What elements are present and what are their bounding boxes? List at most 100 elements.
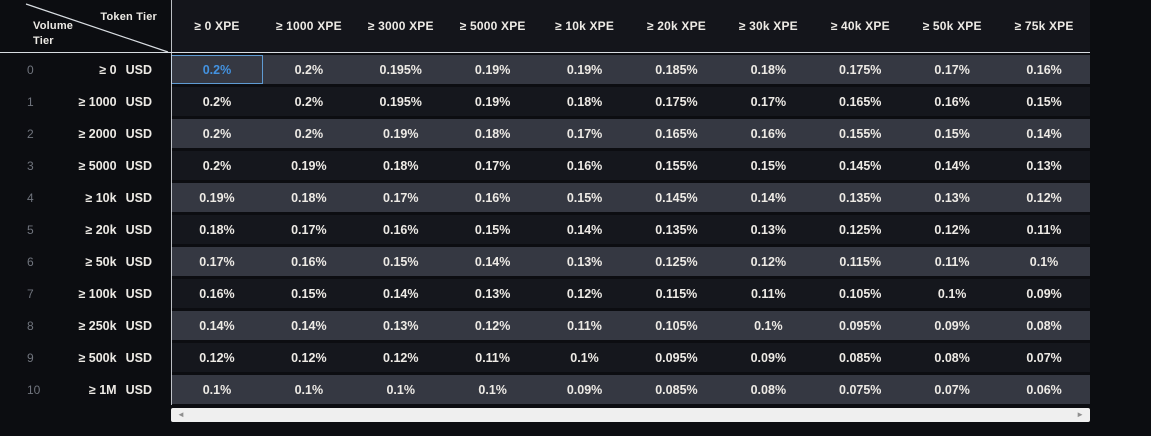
fee-cell: 0.085%: [814, 343, 907, 372]
fee-cell: 0.17%: [354, 183, 447, 212]
horizontal-scrollbar[interactable]: ◄ ►: [171, 408, 1090, 422]
fee-cell: 0.12%: [722, 247, 815, 276]
row-cells: 0.14% 0.14% 0.13% 0.12% 0.11% 0.105% 0.1% 0.095…: [171, 311, 1090, 340]
fee-cell: 0.105%: [630, 311, 723, 340]
fee-cell: 0.12%: [262, 343, 355, 372]
fee-cell: 0.165%: [630, 119, 723, 148]
volume-tier-axis-label-line1: Volume: [33, 20, 74, 32]
volume-threshold-label: ≥ 1M USD: [89, 383, 152, 397]
fee-cell: 0.18%: [722, 55, 815, 84]
fee-cell: 0.07%: [906, 375, 999, 404]
token-tier-axis-label: Token Tier: [100, 11, 157, 23]
row-cells: 0.2% 0.2% 0.19% 0.18% 0.17% 0.165% 0.16% 0.155%…: [171, 119, 1090, 148]
volume-threshold-amount: ≥ 50k: [85, 254, 117, 269]
fee-cell: 0.12%: [538, 279, 631, 308]
scroll-right-arrow-icon[interactable]: ►: [1076, 410, 1084, 419]
fee-cell: 0.15%: [722, 151, 815, 180]
volume-threshold-amount: ≥ 0: [99, 62, 117, 77]
row-header: 1 ≥ 1000 USD: [0, 87, 171, 116]
fee-cell: 0.175%: [630, 87, 723, 116]
fee-cell: 0.075%: [814, 375, 907, 404]
fee-cell: 0.125%: [814, 215, 907, 244]
column-header-8: ≥ 50k XPE: [922, 19, 982, 33]
row-cells: 0.2% 0.2% 0.195% 0.19% 0.19% 0.185% 0.18% 0.175…: [171, 55, 1090, 84]
fee-cell: 0.17%: [906, 55, 999, 84]
row-header: 5 ≥ 20k USD: [0, 215, 171, 244]
volume-tier-number: 9: [27, 350, 34, 365]
fee-cell: 0.11%: [722, 279, 815, 308]
fee-cell: 0.14%: [262, 311, 355, 340]
table-row-0: 0 ≥ 0 USD 0.2% 0.2% 0.195% 0.19% 0.19% 0.185% 0.1…: [0, 55, 1090, 84]
fee-cell: 0.2%: [171, 87, 263, 116]
fee-cell: 0.105%: [814, 279, 907, 308]
volume-threshold-label: ≥ 50k USD: [85, 255, 152, 269]
table-row-3: 3 ≥ 5000 USD 0.2% 0.19% 0.18% 0.17% 0.16% 0.155%…: [0, 151, 1090, 180]
fee-cell: 0.135%: [630, 215, 723, 244]
fee-cell: 0.17%: [171, 247, 263, 276]
table-row-6: 6 ≥ 50k USD 0.17% 0.16% 0.15% 0.14% 0.13% 0.125%…: [0, 247, 1090, 276]
scroll-left-arrow-icon[interactable]: ◄: [177, 410, 185, 419]
fee-cell: 0.18%: [262, 183, 355, 212]
row-header: 8 ≥ 250k USD: [0, 311, 171, 340]
volume-threshold-label: ≥ 250k USD: [78, 319, 152, 333]
fee-cell: 0.11%: [998, 215, 1090, 244]
fee-cell: 0.085%: [630, 375, 723, 404]
volume-tier-number: 2: [27, 126, 34, 141]
volume-threshold-unit: USD: [125, 382, 152, 397]
selected-fee-cell: 0.2%: [171, 55, 263, 84]
row-cells: 0.12% 0.12% 0.12% 0.11% 0.1% 0.095% 0.09% 0.085…: [171, 343, 1090, 372]
row-cells: 0.1% 0.1% 0.1% 0.1% 0.09% 0.085% 0.08% 0.075% 0.…: [171, 375, 1090, 404]
fee-cell: 0.15%: [446, 215, 539, 244]
fee-cell: 0.145%: [814, 151, 907, 180]
fee-cell: 0.19%: [262, 151, 355, 180]
scrollbar-track[interactable]: ◄ ►: [171, 408, 1090, 422]
row-header: 0 ≥ 0 USD: [0, 55, 171, 84]
fee-cell: 0.155%: [814, 119, 907, 148]
fee-cell: 0.17%: [538, 119, 631, 148]
table-row-4: 4 ≥ 10k USD 0.19% 0.18% 0.17% 0.16% 0.15% 0.145%…: [0, 183, 1090, 212]
row-cells: 0.2% 0.2% 0.195% 0.19% 0.18% 0.175% 0.17% 0.165…: [171, 87, 1090, 116]
fee-cell: 0.14%: [171, 311, 263, 340]
fee-cell: 0.135%: [814, 183, 907, 212]
row-header: 9 ≥ 500k USD: [0, 343, 171, 372]
fee-cell: 0.12%: [354, 343, 447, 372]
volume-tier-axis-label-line2: Tier: [33, 35, 54, 47]
volume-threshold-unit: USD: [125, 254, 152, 269]
fee-cell: 0.16%: [171, 279, 263, 308]
fee-cell: 0.185%: [630, 55, 723, 84]
fee-cell: 0.16%: [906, 87, 999, 116]
volume-threshold-amount: ≥ 500k: [78, 350, 117, 365]
row-header: 7 ≥ 100k USD: [0, 279, 171, 308]
column-header-0: ≥ 0 XPE: [194, 19, 240, 33]
fee-cell: 0.17%: [722, 87, 815, 116]
volume-tier-number: 10: [27, 382, 41, 397]
fee-cell: 0.18%: [538, 87, 631, 116]
volume-threshold-amount: ≥ 5000: [78, 158, 117, 173]
fee-cell: 0.13%: [538, 247, 631, 276]
fee-cell: 0.09%: [538, 375, 631, 404]
fee-cell: 0.14%: [446, 247, 539, 276]
fee-cell: 0.18%: [446, 119, 539, 148]
column-header-9: ≥ 75k XPE: [1014, 19, 1074, 33]
fee-cell: 0.2%: [262, 87, 355, 116]
fee-cell: 0.13%: [906, 183, 999, 212]
fee-cell: 0.12%: [906, 215, 999, 244]
fee-cell: 0.11%: [446, 343, 539, 372]
fee-cell: 0.18%: [171, 215, 263, 244]
fee-cell: 0.09%: [722, 343, 815, 372]
fee-cell: 0.15%: [262, 279, 355, 308]
volume-threshold-label: ≥ 10k USD: [85, 191, 152, 205]
volume-threshold-label: ≥ 2000 USD: [78, 127, 152, 141]
volume-threshold-label: ≥ 100k USD: [78, 287, 152, 301]
fee-cell: 0.11%: [538, 311, 631, 340]
fee-cell: 0.13%: [998, 151, 1090, 180]
volume-threshold-unit: USD: [125, 94, 152, 109]
fee-cell: 0.19%: [446, 87, 539, 116]
fee-cell: 0.175%: [814, 55, 907, 84]
fee-cell: 0.06%: [998, 375, 1090, 404]
fee-cell: 0.17%: [446, 151, 539, 180]
fee-cell: 0.13%: [722, 215, 815, 244]
fee-cell: 0.165%: [814, 87, 907, 116]
row-cells: 0.16% 0.15% 0.14% 0.13% 0.12% 0.115% 0.11% 0.10…: [171, 279, 1090, 308]
volume-threshold-label: ≥ 5000 USD: [78, 159, 152, 173]
